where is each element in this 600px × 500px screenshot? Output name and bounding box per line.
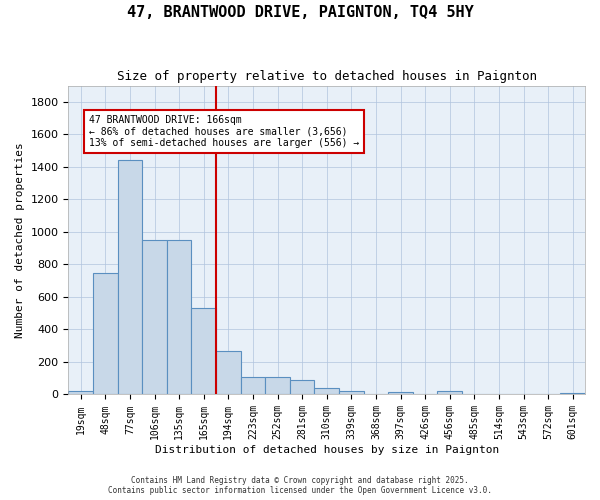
Bar	[191, 308, 216, 394]
Bar	[118, 160, 142, 394]
Bar	[560, 393, 585, 394]
Text: 47, BRANTWOOD DRIVE, PAIGNTON, TQ4 5HY: 47, BRANTWOOD DRIVE, PAIGNTON, TQ4 5HY	[127, 5, 473, 20]
Bar	[339, 391, 364, 394]
Bar	[216, 350, 241, 395]
Bar	[388, 392, 413, 394]
Bar	[290, 380, 314, 394]
Bar	[142, 240, 167, 394]
Bar	[68, 391, 93, 394]
Title: Size of property relative to detached houses in Paignton: Size of property relative to detached ho…	[117, 70, 537, 83]
Text: Contains HM Land Registry data © Crown copyright and database right 2025.
Contai: Contains HM Land Registry data © Crown c…	[108, 476, 492, 495]
Bar	[437, 391, 462, 394]
Bar	[314, 388, 339, 394]
Bar	[241, 376, 265, 394]
Bar	[265, 376, 290, 394]
Bar	[167, 240, 191, 394]
Bar	[93, 272, 118, 394]
X-axis label: Distribution of detached houses by size in Paignton: Distribution of detached houses by size …	[155, 445, 499, 455]
Y-axis label: Number of detached properties: Number of detached properties	[15, 142, 25, 338]
Text: 47 BRANTWOOD DRIVE: 166sqm
← 86% of detached houses are smaller (3,656)
13% of s: 47 BRANTWOOD DRIVE: 166sqm ← 86% of deta…	[89, 115, 359, 148]
